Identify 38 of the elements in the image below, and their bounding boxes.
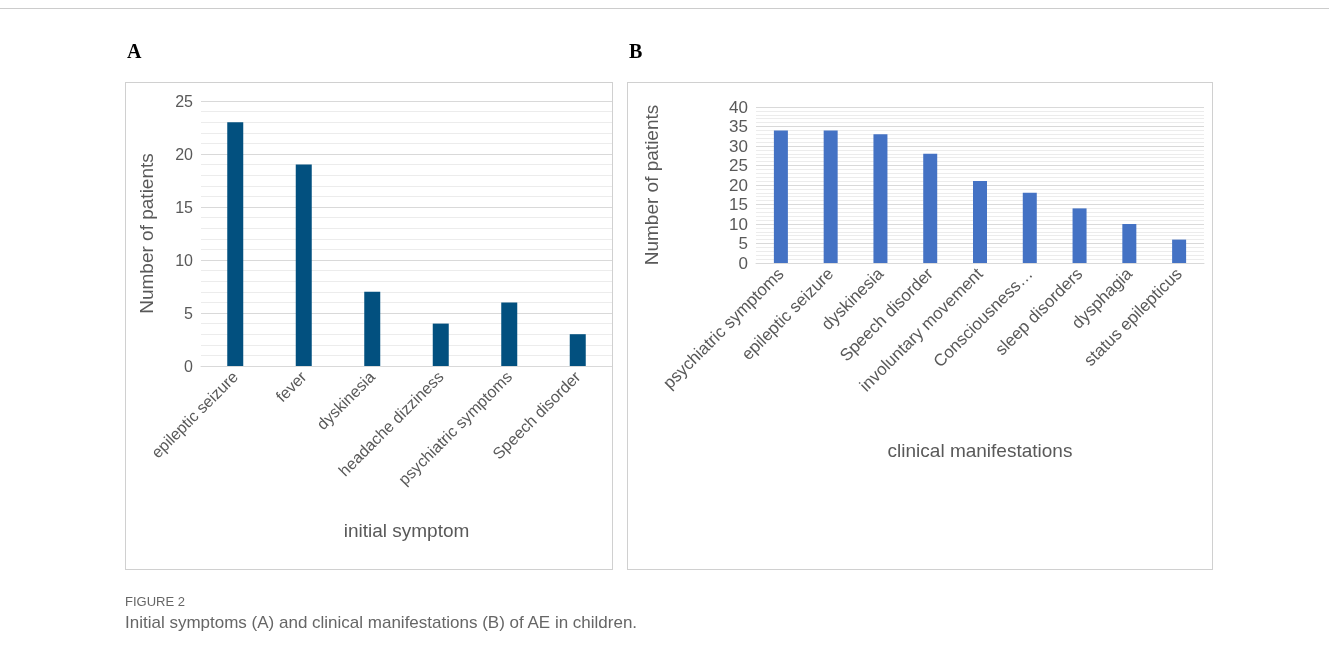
y-tick-label: 25 [729,156,748,175]
y-tick-label: 30 [729,136,748,156]
bar [773,130,788,263]
chart-title: B [629,40,643,63]
y-tick-label: 5 [184,304,194,322]
x-axis-title: clinical manifestations [887,440,1073,461]
bar [1122,224,1137,263]
y-tick-label: 0 [738,253,748,273]
y-tick-label: 25 [175,92,194,110]
y-tick-label: 0 [184,357,194,375]
bar [923,153,938,263]
y-tick-label: 20 [729,175,748,195]
bar [1022,192,1037,263]
bar [873,134,888,263]
bar [569,334,586,366]
y-axis-title: Number of patients [136,153,157,314]
y-tick-label: 10 [175,251,194,269]
y-tick-label: 40 [729,97,748,117]
y-tick-label: 10 [729,214,748,234]
y-tick-label: 35 [729,117,748,136]
bar [501,302,518,366]
y-tick-label: 5 [738,234,748,253]
bar [364,291,381,366]
y-tick-label: 15 [175,198,194,216]
x-axis-title: initial symptom [343,520,470,541]
bar [227,122,244,366]
bar [973,181,987,263]
bar [823,130,838,263]
y-tick-label: 20 [175,145,194,163]
y-axis-title: Number of patients [641,104,662,266]
chart-title: A [127,40,142,63]
bar [1172,239,1187,263]
bar [432,323,449,366]
text: Initial symptoms (A) and clinical manifestations (B) of AE in children. [125,613,638,633]
bar [295,164,312,366]
bar [1072,208,1087,263]
caption: FIGURE 2 [125,594,186,609]
y-tick-label: 15 [729,195,748,214]
